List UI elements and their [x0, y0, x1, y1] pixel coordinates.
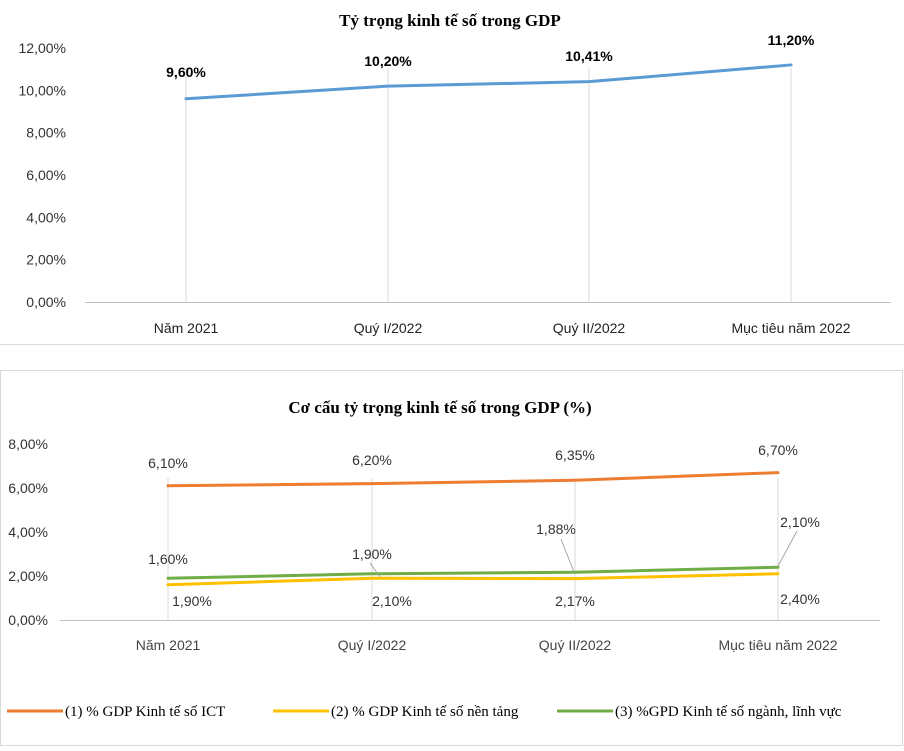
series-line: [166, 572, 780, 587]
legend-label: (3) %GPD Kinh tế số ngành, lĩnh vực: [615, 704, 842, 720]
chart1-series: [184, 63, 793, 101]
data-label: 1,88%: [536, 521, 576, 537]
data-label: 1,60%: [148, 551, 188, 567]
y-tick-label: 4,00%: [26, 209, 66, 225]
y-tick-label: 12,00%: [19, 40, 66, 56]
y-tick-label: 6,00%: [26, 167, 66, 183]
y-tick-label: 0,00%: [8, 612, 48, 628]
data-label: 10,41%: [565, 48, 613, 64]
leader-line: [369, 562, 381, 578]
chart2-y-axis: 0,00% 2,00% 4,00% 6,00% 8,00%: [8, 436, 48, 628]
data-label: 11,20%: [768, 32, 815, 48]
x-tick-label: Quý I/2022: [354, 320, 423, 336]
series-line: [166, 471, 780, 488]
data-label: 1,90%: [172, 593, 212, 609]
chart2-frame: [0, 370, 903, 746]
y-tick-label: 2,00%: [26, 252, 66, 268]
leader-line: [777, 530, 798, 567]
x-tick-label: Năm 2021: [154, 320, 219, 336]
x-tick-label: Mục tiêu năm 2022: [731, 320, 850, 336]
chart2-x-axis: Năm 2021 Quý I/2022 Quý II/2022 Mục tiêu nă…: [136, 637, 838, 653]
y-tick-label: 10,00%: [19, 82, 66, 98]
chart1-y-axis: 0,00% 2,00% 4,00% 6,00% 8,00% 10,00% 12,00%: [19, 40, 66, 310]
chart2-data-labels: 6,10% 6,20% 6,35% 6,70% 1,60% 1,90% 1,88% 2,10%…: [148, 442, 820, 609]
legend-label: (1) % GDP Kinh tế số ICT: [65, 704, 225, 720]
chart2-series: [166, 471, 780, 587]
y-tick-label: 2,00%: [8, 568, 48, 584]
data-label: 6,35%: [555, 447, 595, 463]
data-label: 2,10%: [372, 593, 412, 609]
data-label: 1,90%: [352, 546, 392, 562]
data-label: 6,70%: [758, 442, 798, 458]
chart2-gridlines: [60, 478, 880, 621]
chart2-leader-lines: [369, 530, 798, 578]
series-line: [166, 565, 780, 580]
chart1-gridlines: [85, 68, 891, 303]
x-tick-label: Quý II/2022: [539, 637, 612, 653]
chart2-legend: (1) % GDP Kinh tế số ICT (2) % GDP Kinh t…: [7, 704, 842, 720]
data-label: 6,10%: [148, 455, 188, 471]
y-tick-label: 8,00%: [8, 436, 48, 452]
y-tick-label: 6,00%: [8, 480, 48, 496]
data-label: 6,20%: [352, 452, 392, 468]
chart1-data-labels: 9,60% 10,20% 10,41% 11,20%: [166, 32, 815, 80]
chart1-title: Tỷ trọng kinh tế số trong GDP: [339, 11, 561, 30]
y-tick-label: 0,00%: [26, 294, 66, 310]
chart1-x-axis: Năm 2021 Quý I/2022 Quý II/2022 Mục tiêu nă…: [154, 320, 851, 336]
data-label: 9,60%: [166, 64, 206, 80]
leader-line: [560, 538, 575, 573]
series-line: [184, 63, 793, 101]
x-tick-label: Năm 2021: [136, 637, 201, 653]
chart2-title: Cơ cấu tỷ trọng kinh tế số trong GDP (%): [288, 398, 591, 417]
y-tick-label: 4,00%: [8, 524, 48, 540]
data-label: 2,10%: [780, 514, 820, 530]
x-tick-label: Mục tiêu năm 2022: [718, 637, 837, 653]
x-tick-label: Quý I/2022: [338, 637, 407, 653]
data-label: 10,20%: [364, 53, 412, 69]
data-label: 2,40%: [780, 591, 820, 607]
legend-label: (2) % GDP Kinh tế số nền tảng: [331, 704, 519, 720]
y-tick-label: 8,00%: [26, 125, 66, 141]
data-label: 2,17%: [555, 593, 595, 609]
x-tick-label: Quý II/2022: [553, 320, 626, 336]
